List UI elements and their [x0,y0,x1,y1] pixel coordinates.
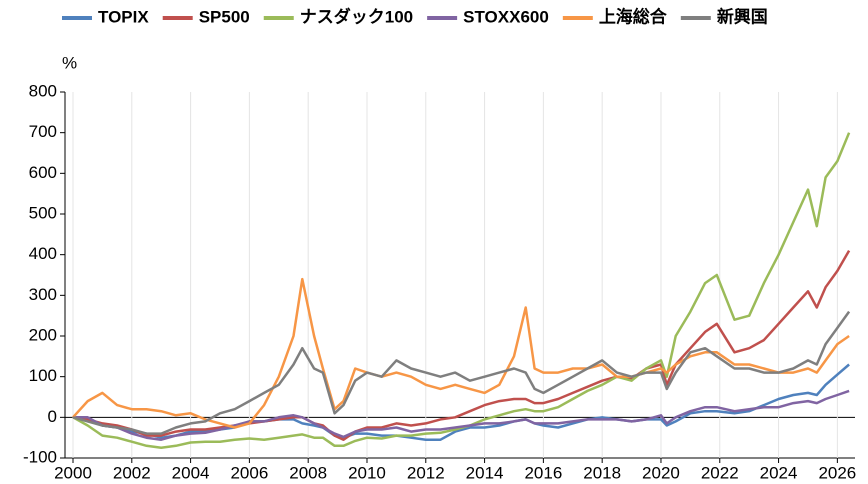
y-tick-label: 0 [48,407,57,426]
y-tick-label: 600 [29,163,57,182]
x-tick-label: 2000 [54,463,92,482]
x-tick-label: 2002 [113,463,151,482]
series-line [72,310,851,435]
x-tick-label: 2006 [230,463,268,482]
y-tick-label: 300 [29,285,57,304]
y-tick-label: 100 [29,366,57,385]
x-tick-label: 2016 [524,463,562,482]
x-tick-label: 2018 [583,463,621,482]
y-tick-label: 400 [29,244,57,263]
x-tick-label: 2010 [348,463,386,482]
y-tick-label: -100 [23,447,57,466]
x-tick-label: 2026 [818,463,856,482]
series-line [73,389,850,441]
legend-label: STOXX600 [463,7,549,26]
legend-label: 上海総合 [599,6,668,26]
x-tick-label: 2022 [701,463,739,482]
legend-label: SP500 [199,7,250,26]
x-tick-label: 2014 [466,463,504,482]
x-tick-label: 2008 [289,463,327,482]
series-line [72,249,851,441]
y-tick-label: 800 [29,81,57,100]
series-line [72,277,850,429]
legend-label: ナスダック100 [300,6,413,26]
x-tick-label: 2020 [642,463,680,482]
legend: TOPIX SP500 ナスダック100 STOXX600 上海総合 新興国 [62,6,768,26]
x-tick-label: 2004 [172,463,210,482]
legend-label: TOPIX [98,7,149,26]
x-tick-label: 2024 [760,463,798,482]
y-axis-label: % [62,53,77,72]
y-tick-label: 500 [29,203,57,222]
series-line [72,132,851,450]
x-tick-label: 2012 [407,463,445,482]
y-tick-label: 200 [29,325,57,344]
y-tick-label: 700 [29,122,57,141]
legend-label: 新興国 [717,6,768,26]
